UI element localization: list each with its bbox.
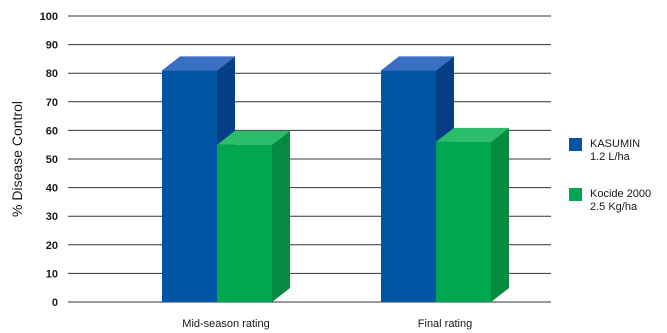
bar-side xyxy=(491,127,509,302)
bar-top xyxy=(217,130,290,145)
y-tick-label: 30 xyxy=(46,211,58,223)
y-tick-label: 50 xyxy=(46,154,58,166)
legend-swatch xyxy=(569,138,582,151)
y-tick-label: 100 xyxy=(40,11,58,23)
bar-top xyxy=(162,56,235,71)
legend-label: Kocide 2000 xyxy=(590,188,651,200)
y-tick-label: 40 xyxy=(46,183,58,195)
y-tick-label: 60 xyxy=(46,125,58,137)
x-category-label: Final rating xyxy=(418,318,472,330)
y-tick-label: 0 xyxy=(52,297,58,309)
y-tick-label: 20 xyxy=(46,240,58,252)
legend-label: 1.2 L/ha xyxy=(590,151,631,163)
y-tick-label: 10 xyxy=(46,268,58,280)
y-axis-title: % Disease Control xyxy=(9,101,25,217)
x-category-label: Mid-season rating xyxy=(182,318,269,330)
bar xyxy=(217,144,272,302)
y-tick-label: 80 xyxy=(46,68,58,80)
bar xyxy=(436,141,491,302)
bar xyxy=(381,70,436,302)
legend-label: 2.5 Kg/ha xyxy=(590,201,638,213)
y-tick-label: 90 xyxy=(46,40,58,52)
legend-swatch xyxy=(569,188,582,201)
bar xyxy=(162,70,217,302)
bar-top xyxy=(436,127,509,142)
bar-side xyxy=(272,130,290,302)
y-tick-label: 70 xyxy=(46,97,58,109)
legend-label: KASUMIN xyxy=(590,138,640,150)
bar-top xyxy=(381,56,454,71)
